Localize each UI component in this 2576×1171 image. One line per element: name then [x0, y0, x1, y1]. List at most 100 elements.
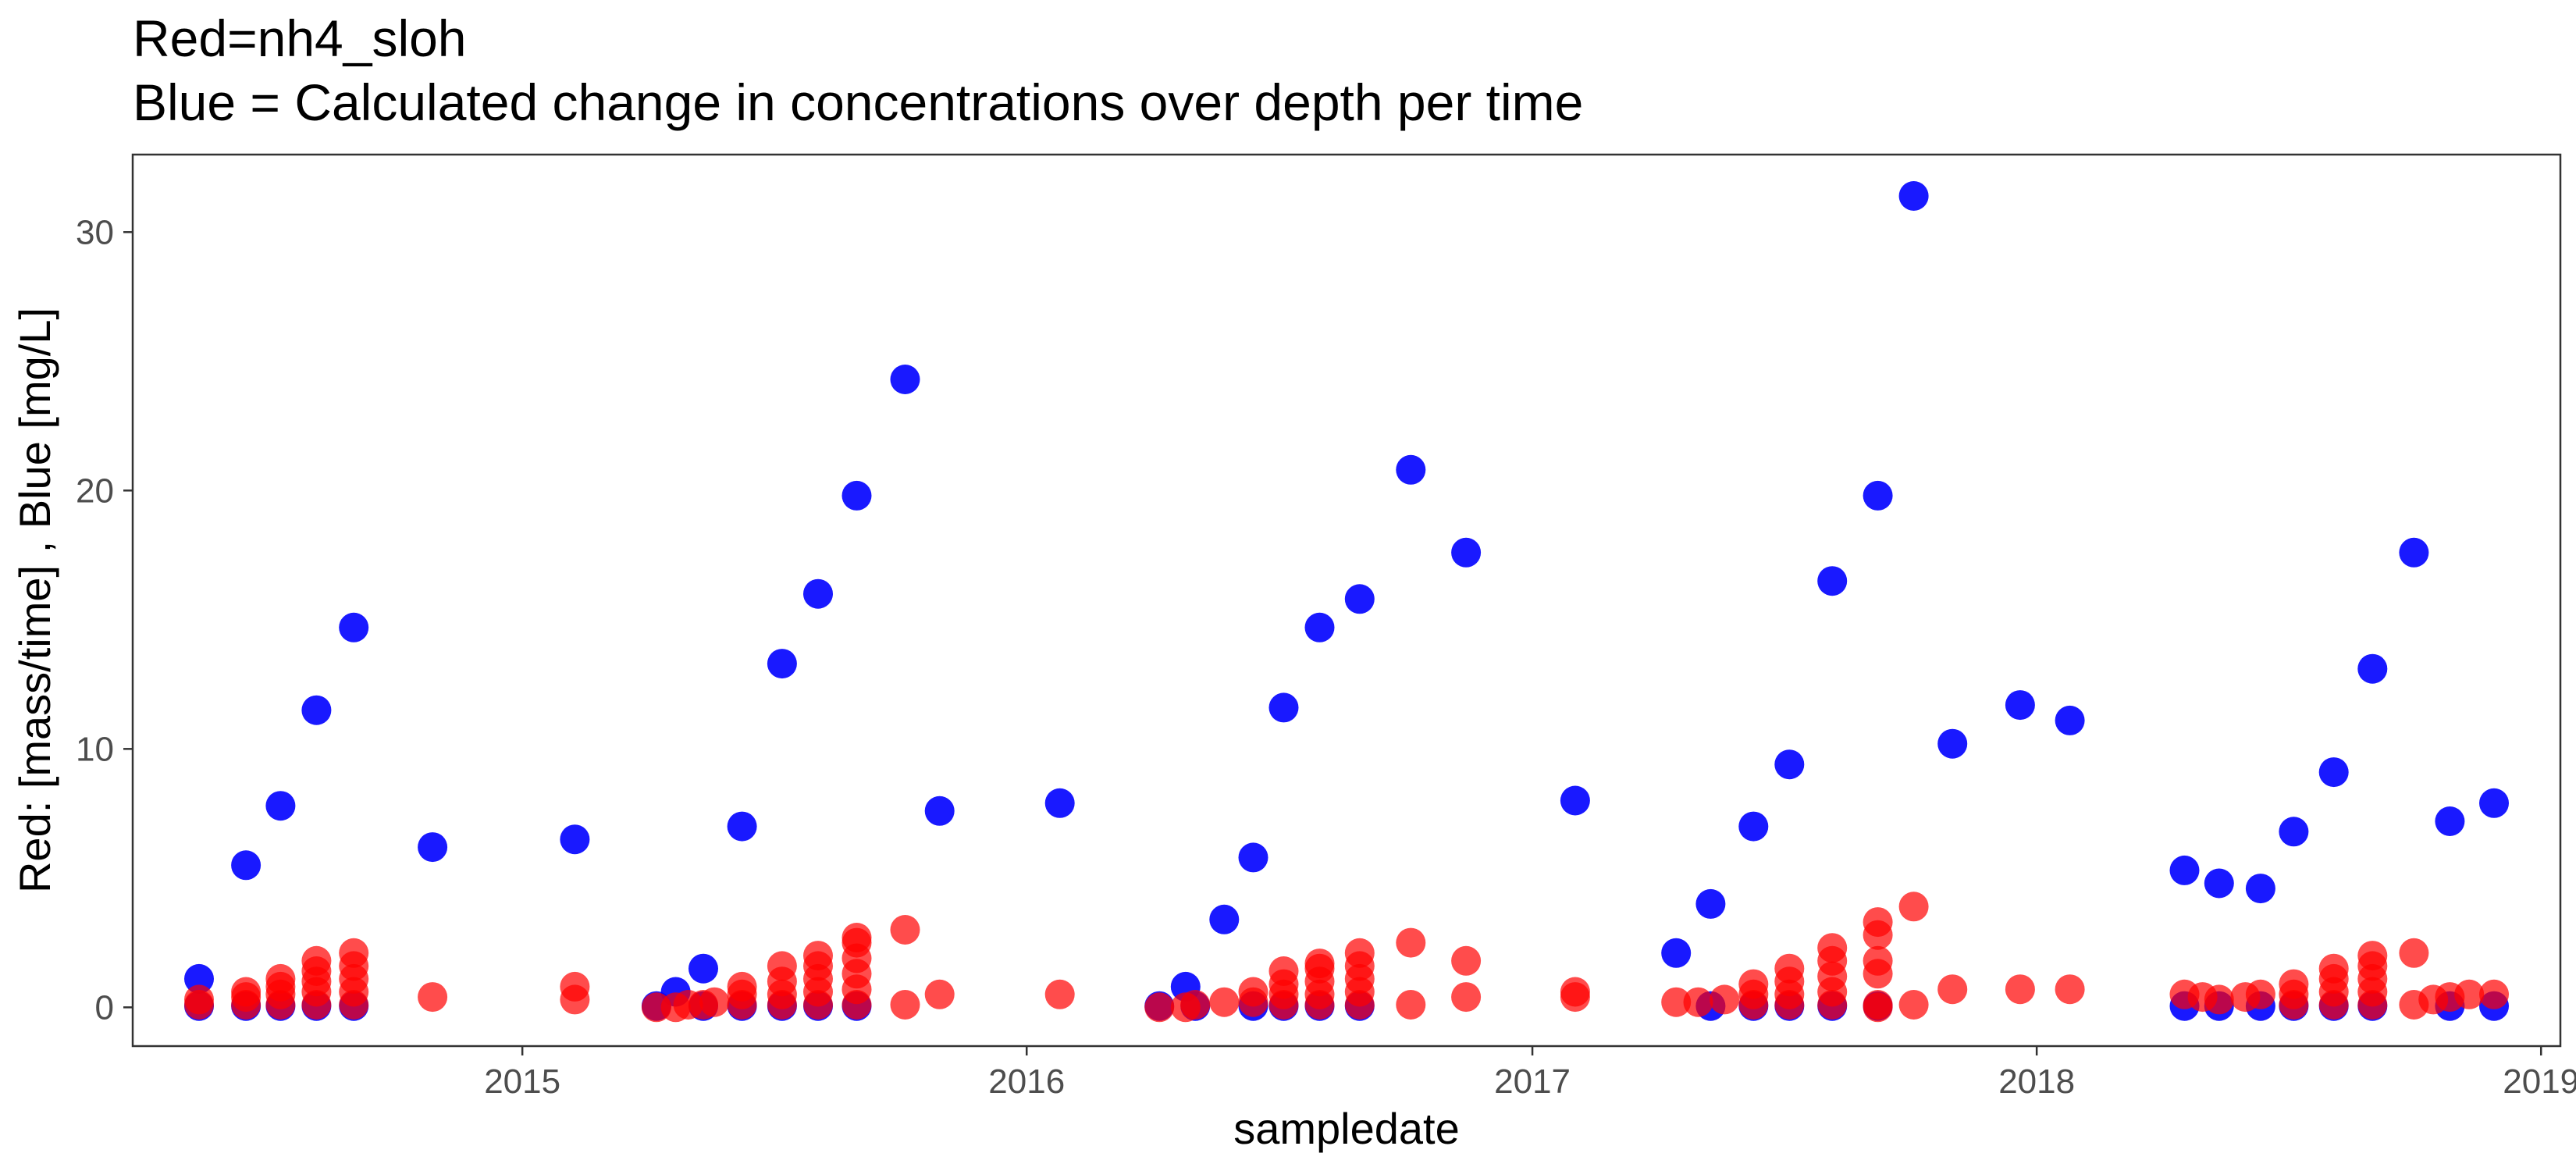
data-point	[2435, 806, 2465, 836]
data-point	[1937, 728, 1968, 759]
data-point	[560, 824, 590, 855]
data-point	[2318, 757, 2349, 788]
data-point	[1863, 907, 1893, 938]
y-tick-label: 10	[76, 730, 114, 768]
data-point	[1268, 956, 1299, 986]
data-point	[1451, 537, 1482, 568]
data-point	[1661, 938, 1692, 968]
data-point	[1209, 904, 1240, 934]
data-point	[803, 941, 833, 971]
chart-title-block: Red=nh4_sloh Blue = Calculated change in…	[133, 6, 1583, 134]
x-axis: 2015 2016 2017 2018 2019	[484, 1046, 2576, 1101]
data-point	[339, 612, 369, 642]
y-axis-title: Red: [mass/time] , Blue [mg/L]	[10, 308, 59, 893]
data-point	[890, 990, 920, 1020]
data-point	[1560, 785, 1590, 816]
data-point	[1937, 974, 1968, 1005]
data-point	[1238, 842, 1268, 873]
data-point	[2204, 868, 2234, 899]
data-point	[1898, 990, 1929, 1020]
data-point	[1738, 811, 1769, 842]
points-layer	[184, 181, 2509, 1023]
data-point	[2479, 979, 2509, 1009]
data-point	[890, 365, 920, 394]
data-point	[231, 977, 262, 1007]
data-point	[2055, 974, 2085, 1005]
data-point	[2357, 653, 2388, 684]
data-point	[1044, 788, 1075, 818]
data-point	[2279, 969, 2309, 999]
data-point	[1774, 953, 1805, 984]
data-point	[301, 945, 332, 976]
data-point	[1817, 566, 1848, 596]
data-point	[688, 953, 718, 984]
chart-title: Red=nh4_sloh	[133, 9, 467, 67]
y-tick-label: 30	[76, 213, 114, 251]
data-point	[418, 832, 448, 863]
data-point	[803, 578, 833, 609]
data-point	[2399, 938, 2429, 968]
data-point	[1661, 987, 1692, 1017]
data-point	[2357, 941, 2388, 971]
data-point	[1898, 892, 1929, 922]
x-tick-label: 2016	[988, 1062, 1065, 1101]
chart-subtitle: Blue = Calculated change in concentratio…	[133, 73, 1584, 131]
data-point	[1396, 454, 1426, 485]
data-point	[2399, 537, 2429, 568]
data-point	[1683, 987, 1713, 1017]
data-point	[1396, 990, 1426, 1020]
data-point	[1738, 969, 1769, 999]
data-point	[2454, 979, 2485, 1009]
data-point	[184, 984, 214, 1015]
data-point	[841, 480, 872, 511]
data-point	[1304, 612, 1335, 642]
data-point	[727, 811, 757, 842]
data-point	[767, 649, 797, 679]
data-point	[699, 987, 730, 1017]
y-axis: 0 10 20 30	[76, 213, 133, 1027]
data-point	[1344, 938, 1375, 968]
data-point	[418, 982, 448, 1013]
data-point	[1817, 933, 1848, 963]
data-point	[841, 923, 872, 952]
data-point	[2005, 974, 2035, 1005]
data-point	[1710, 984, 1740, 1015]
data-point	[1898, 181, 1929, 211]
data-point	[2204, 984, 2234, 1015]
data-point	[265, 963, 296, 994]
data-point	[2055, 705, 2085, 735]
data-point	[2479, 788, 2509, 818]
data-point	[560, 971, 590, 1002]
data-point	[301, 695, 332, 725]
data-point	[1180, 990, 1211, 1020]
data-point	[2245, 979, 2275, 1009]
data-point	[1560, 977, 1590, 1007]
x-tick-label: 2015	[484, 1062, 560, 1101]
x-tick-label: 2019	[2503, 1062, 2576, 1101]
data-point	[339, 938, 369, 968]
data-point	[1209, 987, 1240, 1017]
data-point	[924, 795, 955, 826]
data-point	[1304, 949, 1335, 979]
data-point	[2005, 690, 2035, 721]
data-point	[265, 791, 296, 821]
data-point	[1695, 888, 1726, 919]
data-point	[1238, 977, 1268, 1007]
data-point	[1774, 749, 1805, 780]
data-point	[727, 971, 757, 1002]
data-point	[1451, 982, 1482, 1013]
data-point	[2169, 855, 2200, 885]
x-tick-label: 2017	[1494, 1062, 1571, 1101]
data-point	[184, 963, 214, 994]
data-point	[924, 979, 955, 1009]
data-point	[1863, 480, 1893, 511]
x-axis-title: sampledate	[1233, 1104, 1460, 1153]
data-point	[231, 850, 262, 881]
data-point	[1451, 945, 1482, 976]
y-tick-label: 0	[95, 988, 114, 1027]
data-point	[1863, 945, 1893, 976]
data-point	[2245, 874, 2275, 904]
data-point	[890, 915, 920, 945]
data-point	[1044, 979, 1075, 1009]
data-point	[2279, 817, 2309, 847]
